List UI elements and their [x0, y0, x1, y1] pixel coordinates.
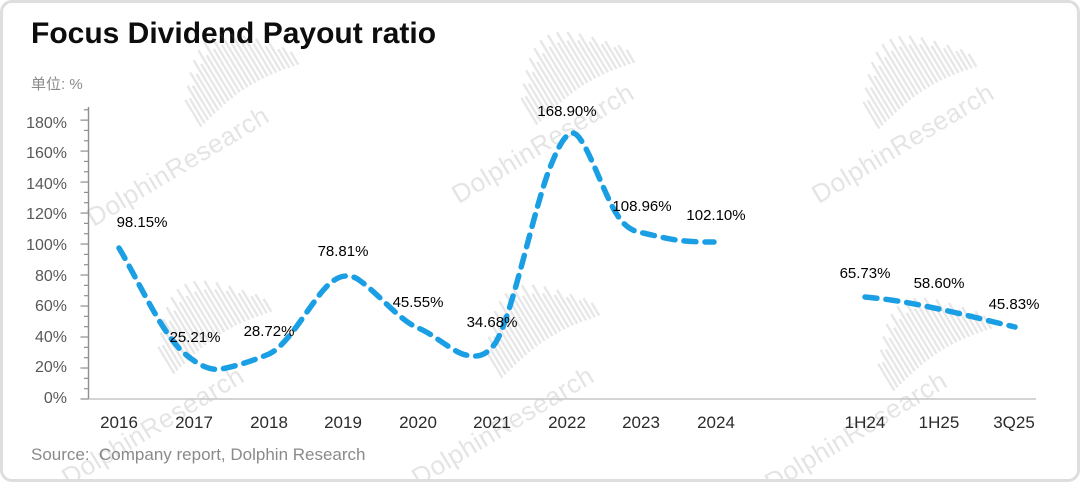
payout-line-1H24-3Q25: [862, 294, 1018, 330]
source-note: Source: Company report, Dolphin Research: [31, 445, 366, 464]
unit-label: 单位: %: [31, 76, 83, 93]
y-axis-ticks: [80, 109, 89, 400]
payout-line-2016-2024: [116, 130, 717, 373]
line-chart: [80, 107, 1036, 400]
chart-title: Focus Dividend Payout ratio: [31, 17, 437, 50]
